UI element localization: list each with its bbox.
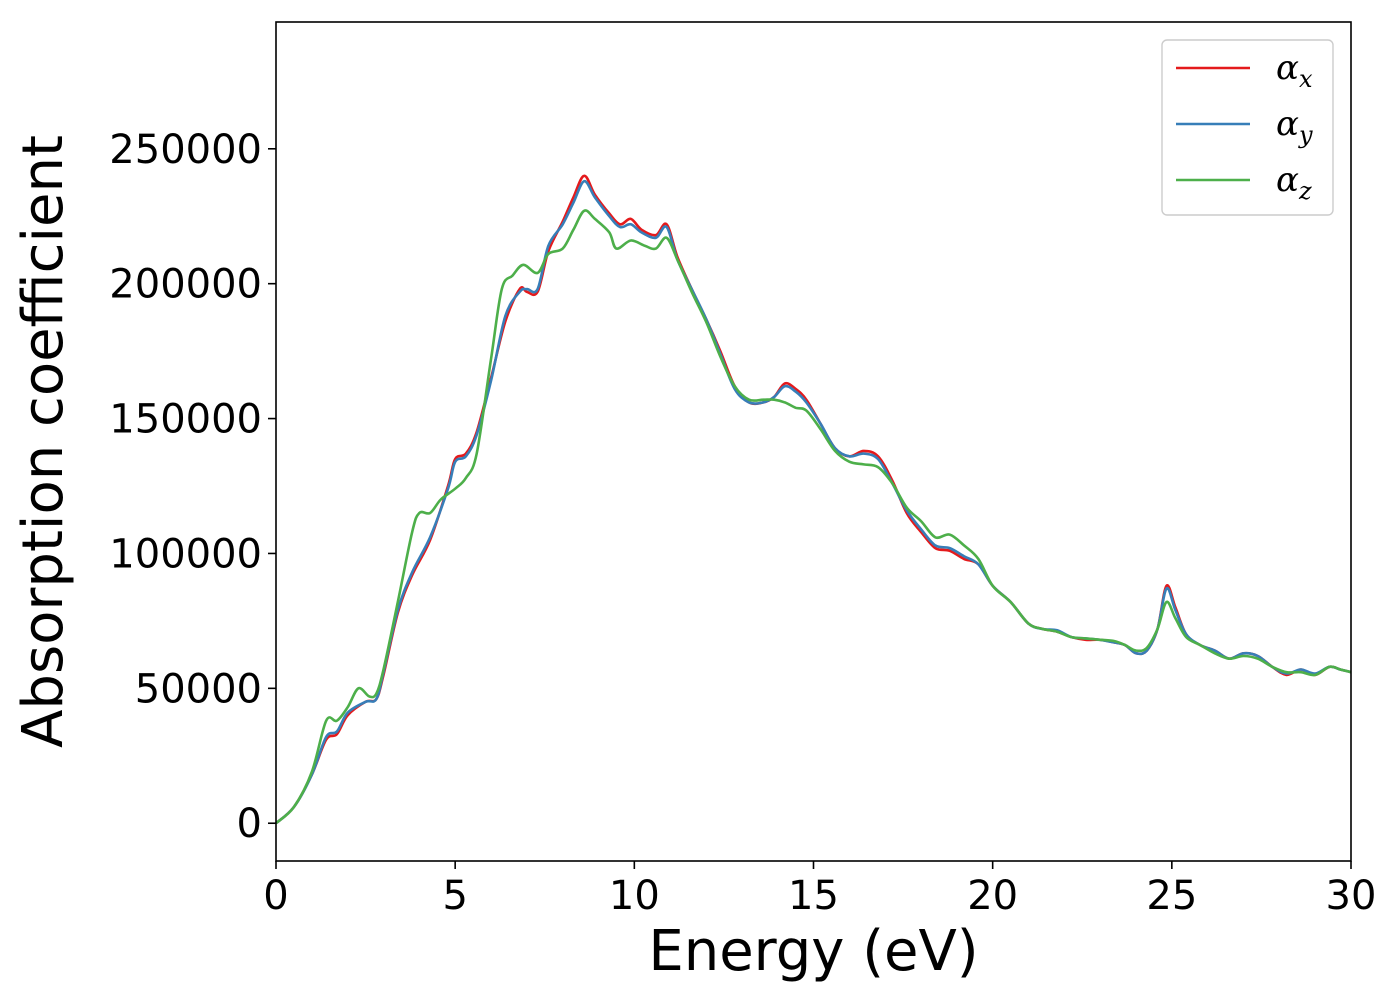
x-tick-label: 30 <box>1326 873 1377 919</box>
x-tick-label: 20 <box>967 873 1018 919</box>
legend-label-x: αx <box>1276 48 1313 93</box>
x-axis-ticks: 0 5 10 15 20 25 30 <box>263 861 1376 919</box>
series-line-z <box>275 209 1352 825</box>
legend-box <box>1161 39 1334 216</box>
legend-label-main: α <box>1276 48 1299 88</box>
y-tick-label: 50000 <box>135 666 262 712</box>
legend-label-main: α <box>1276 160 1299 200</box>
legend-label-main: α <box>1276 104 1299 144</box>
legend-label-subscript: y <box>1298 121 1313 149</box>
series-lines <box>275 174 1352 825</box>
series-line-y <box>275 179 1352 825</box>
plot-area-frame <box>275 21 1352 862</box>
y-tick-label: 150000 <box>109 397 262 443</box>
legend-label-subscript: x <box>1299 65 1313 93</box>
x-tick-label: 5 <box>442 873 467 919</box>
x-axis-label: Energy (eV) <box>648 919 978 984</box>
y-tick-label: 250000 <box>109 127 262 173</box>
y-tick-label: 200000 <box>109 262 262 308</box>
y-axis-label: Absorption coefficient <box>11 135 76 748</box>
x-tick-label: 10 <box>609 873 660 919</box>
x-tick-label: 15 <box>788 873 839 919</box>
y-tick-label: 100000 <box>109 531 262 577</box>
x-tick-label: 0 <box>263 873 288 919</box>
y-axis-ticks: 0 50000 100000 150000 200000 250000 <box>109 127 276 847</box>
legend-label-z: αz <box>1276 160 1312 205</box>
y-tick-label: 0 <box>237 801 262 847</box>
series-line-x <box>275 174 1352 825</box>
x-tick-label: 25 <box>1146 873 1197 919</box>
legend-label-subscript: z <box>1298 177 1312 205</box>
legend-label-y: αy <box>1276 104 1313 149</box>
